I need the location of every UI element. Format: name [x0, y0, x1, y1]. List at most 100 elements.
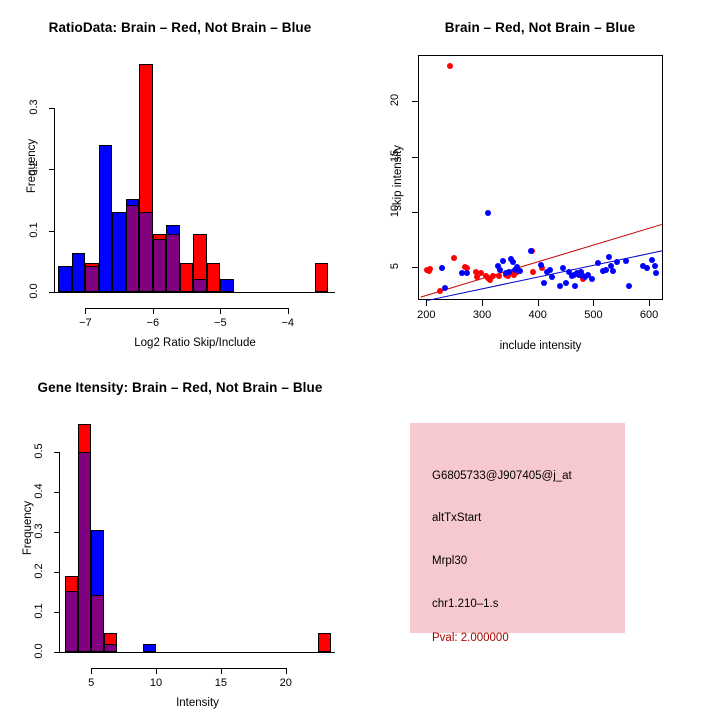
histogram-baseline: [60, 652, 335, 653]
scatter-point: [614, 259, 621, 266]
histogram-bar: [318, 633, 332, 652]
y-axis-line: [54, 108, 55, 292]
scatter-point: [499, 258, 506, 265]
y-axis-tick: [54, 652, 60, 653]
gene-histogram-plot: 0.0 0.1 0.2 0.3 0.4 0.5 5 10 15 20: [33, 422, 335, 689]
y-axis-tick: [54, 572, 60, 573]
y-axis-tick-label: 0.3: [33, 523, 45, 539]
panel-annotation-info: G6805733@J907405@j_at altTxStart Mrpl30 …: [360, 360, 720, 720]
y-axis-tick-label: 0.0: [28, 283, 40, 299]
panel-ratio-histogram: RatioData: Brain – Red, Not Brain – Blue…: [0, 0, 360, 360]
y-axis-tick: [49, 292, 55, 293]
x-axis-tick-label: 600: [639, 309, 659, 321]
x-axis-tick: [649, 300, 651, 306]
scatter-point: [477, 270, 484, 277]
scatter-point: [514, 263, 520, 270]
pval-label: Pval: 2.000000: [432, 632, 509, 644]
x-axis-tick: [220, 308, 222, 314]
histogram-bar-overlap: [78, 452, 92, 652]
scatter-point: [546, 267, 553, 274]
scatter-point: [472, 269, 479, 276]
histogram-bar: [206, 263, 221, 292]
panel-intensity-scatter: Brain – Red, Not Brain – Blue 5 10 15 20 200…: [360, 0, 720, 360]
gene-histogram-xlabel: Intensity: [176, 697, 219, 709]
scatter-point: [594, 260, 601, 267]
scatter-point: [505, 272, 512, 279]
x-axis-tick: [155, 668, 157, 674]
ratio-histogram-ylabel: Frequency: [26, 138, 38, 194]
y-axis-tick: [49, 108, 55, 109]
histogram-bar-overlap: [152, 238, 167, 292]
scatter-ylabel: skip intensity: [392, 145, 404, 211]
scatter-point: [459, 270, 466, 277]
scatter-point: [427, 265, 434, 272]
scatter-point: [463, 270, 470, 277]
scatter-point: [651, 262, 658, 269]
event-type-label: altTxStart: [432, 512, 482, 524]
scatter-point: [530, 269, 537, 276]
y-axis-tick: [49, 169, 55, 171]
histogram-bar: [314, 263, 329, 292]
scatter-point: [549, 273, 556, 280]
ratio-histogram-title: RatioData: Brain – Red, Not Brain – Blue: [48, 20, 312, 35]
scatter-point: [510, 259, 517, 266]
x-axis-tick-label: 500: [584, 309, 603, 321]
x-axis-tick-label: 10: [149, 677, 163, 689]
y-axis-tick-label: 0.0: [33, 643, 45, 659]
y-axis-line: [59, 452, 60, 652]
scatter-point: [585, 271, 592, 278]
scatter-point: [603, 267, 610, 274]
histogram-bar: [71, 252, 86, 292]
scatter-point: [538, 264, 545, 271]
histogram-bar: [58, 265, 72, 292]
scatter-point: [507, 256, 514, 263]
scatter-point: [578, 269, 585, 276]
y-axis-tick-label: 5: [389, 262, 401, 269]
scatter-point: [566, 269, 573, 276]
x-axis-tick-label: 15: [214, 677, 227, 689]
scatter-point: [644, 264, 651, 271]
scatter-point: [474, 273, 481, 280]
scatter-point: [608, 262, 615, 269]
ratio-histogram-xlabel: Log2 Ratio Skip/Include: [134, 337, 256, 349]
scatter-point: [464, 264, 471, 271]
y-axis-tick: [54, 452, 60, 453]
scatter-point: [486, 277, 493, 284]
x-axis-tick: [593, 300, 595, 306]
x-axis-tick-label: 5: [88, 677, 95, 689]
y-axis-tick-label: 0.1: [28, 222, 40, 238]
x-axis-tick-label: 300: [472, 309, 492, 321]
gene-histogram-ylabel: Frequency: [22, 500, 34, 556]
y-axis-tick-label: 0.5: [33, 443, 45, 459]
histogram-bar: [143, 643, 156, 652]
x-axis-tick: [287, 308, 289, 314]
scatter-point: [572, 282, 579, 289]
x-axis-tick-label: −6: [146, 317, 160, 329]
y-axis-tick: [412, 156, 418, 158]
scatter-point: [485, 209, 492, 216]
histogram-baseline: [55, 292, 335, 293]
scatter-plot-area: [418, 55, 663, 301]
x-axis-tick-label: 400: [528, 309, 547, 321]
histogram-bar-overlap: [125, 204, 140, 292]
histogram-bar-overlap: [91, 595, 105, 652]
y-axis-tick: [49, 230, 55, 232]
x-axis-tick: [152, 308, 154, 314]
scatter-point: [563, 280, 569, 287]
locus-label: chr1.210–1.s: [432, 598, 499, 610]
scatter-point: [610, 268, 617, 275]
x-axis-tick: [85, 308, 87, 314]
y-axis-tick-label: 0.4: [33, 483, 45, 499]
x-axis-tick-label: −7: [79, 317, 92, 329]
scatter-point: [447, 62, 454, 69]
histogram-bar-overlap: [104, 643, 118, 652]
scatter-point: [490, 272, 497, 279]
x-axis-tick-label: 200: [417, 309, 436, 321]
scatter-point: [436, 288, 443, 295]
scatter-point: [496, 272, 503, 279]
x-axis-tick: [426, 300, 428, 306]
y-axis-tick-label: 20: [389, 94, 401, 107]
x-axis-tick-label: −4: [281, 317, 295, 329]
y-axis-tick: [54, 532, 60, 533]
